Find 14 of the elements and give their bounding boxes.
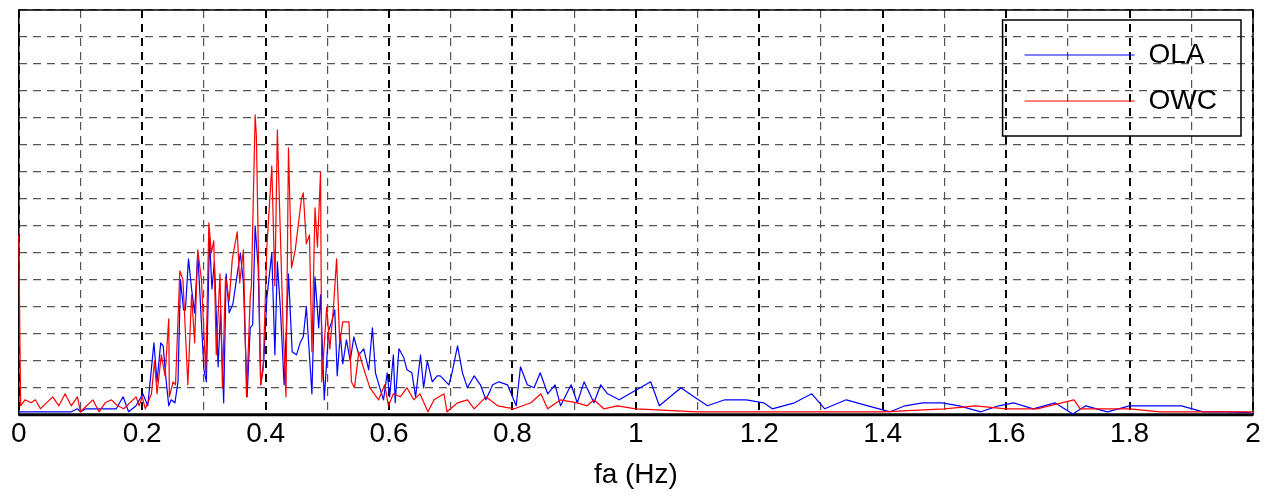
legend-label: OLA <box>1148 37 1205 69</box>
x-tick-label: 1 <box>628 417 644 449</box>
x-tick-label: 0.2 <box>122 417 162 449</box>
x-tick-label: 2 <box>1245 417 1261 449</box>
x-axis-title: fa (Hz) <box>593 457 678 489</box>
x-tick-label: 1.2 <box>739 417 779 449</box>
x-tick-label: 1.4 <box>863 417 903 449</box>
x-tick-label: 0.6 <box>369 417 409 449</box>
legend-label: OWC <box>1148 83 1218 115</box>
x-tick-label: 0 <box>11 417 27 449</box>
x-tick-label: 1.6 <box>986 417 1026 449</box>
x-tick-label: 1.8 <box>1110 417 1150 449</box>
x-tick-label: 0.4 <box>246 417 286 449</box>
x-tick-label: 0.8 <box>493 417 532 449</box>
